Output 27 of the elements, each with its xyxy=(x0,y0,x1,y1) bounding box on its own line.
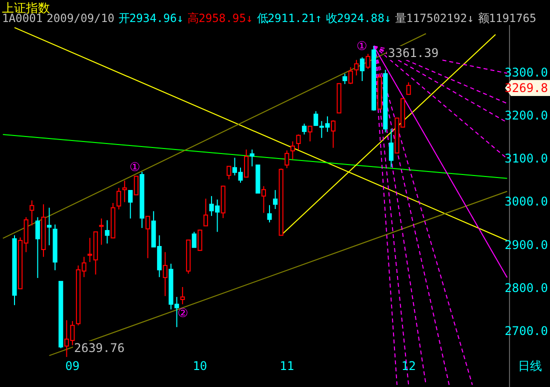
annotation: 2639.76 xyxy=(74,341,125,355)
annotation: 3269.8 xyxy=(504,81,548,95)
annotation: 开2934.96↓ xyxy=(118,12,184,25)
chart-title: 上证指数 xyxy=(2,1,50,15)
annotation: 高2958.95↓ xyxy=(188,12,253,25)
y-tick-label: 2700.0 xyxy=(504,324,548,338)
y-tick-label: 3000.0 xyxy=(504,194,548,209)
x-tick-label: 10 xyxy=(192,359,208,373)
y-tick-label: 3200.0 xyxy=(504,108,548,122)
annotation: ① xyxy=(356,39,368,53)
y-tick-label: 3300.0 xyxy=(504,65,548,80)
annotation: 1A0001 xyxy=(2,12,43,25)
x-tick-label: 12 xyxy=(401,359,416,373)
y-tick-label: 2900.0 xyxy=(504,238,548,252)
x-tick-label: 09 xyxy=(65,359,80,373)
annotation: 3361.39 xyxy=(388,46,439,60)
y-tick-label: 3100.0 xyxy=(504,152,548,166)
annotation: ② xyxy=(178,306,188,320)
text: 日线 xyxy=(518,359,542,373)
x-tick-label: 11 xyxy=(280,359,294,373)
annotation: 量117502192↓ xyxy=(395,12,474,25)
annotation: 低2911.21↑ xyxy=(256,12,322,25)
annotation: 收2924.88↓ xyxy=(326,12,392,25)
y-tick-label: 2800.0 xyxy=(504,280,548,295)
annotation: 额1191765 xyxy=(478,12,536,25)
annotation: ① xyxy=(130,160,140,174)
annotation: 2009/09/10 xyxy=(46,12,115,25)
